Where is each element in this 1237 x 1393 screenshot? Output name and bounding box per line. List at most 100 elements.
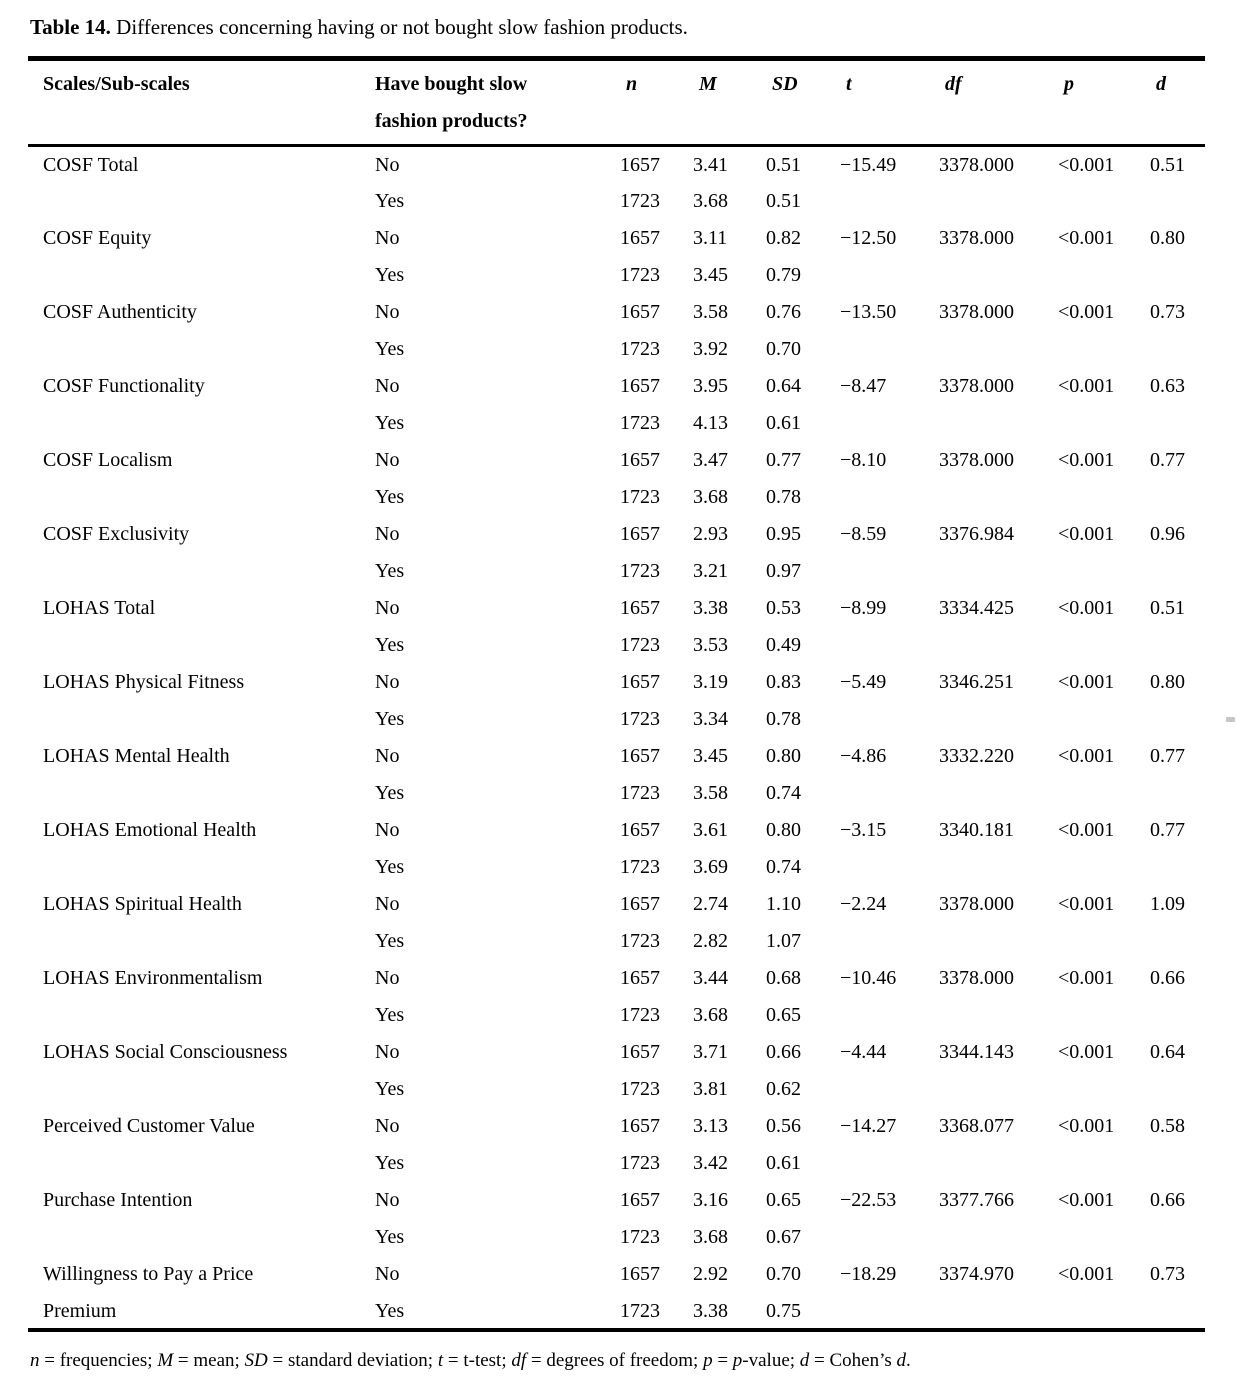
footnote-text: = mean; [173, 1350, 245, 1371]
answer-cell: Yes [375, 485, 405, 508]
answer-cell: No [375, 1114, 400, 1137]
footnote-text: = frequencies; [39, 1350, 158, 1371]
footnote-symbol: M [157, 1350, 174, 1371]
footnote-symbol: n [30, 1350, 40, 1371]
p-cell [1058, 627, 1150, 664]
m-cell: 3.11 [693, 226, 728, 249]
scale-cell: COSF Exclusivity [43, 522, 190, 545]
t-cell [840, 627, 939, 664]
answer-cell: Yes [375, 781, 405, 804]
t-cell: −4.44 [840, 1040, 887, 1063]
n-cell: 1657 [620, 1114, 660, 1137]
df-cell [939, 1071, 1058, 1108]
m-cell: 4.13 [693, 411, 728, 434]
sd-cell: 0.80 [766, 818, 801, 841]
t-cell: −4.86 [840, 744, 887, 767]
table-row: Yes 1723 3.68 0.78 [28, 479, 1205, 516]
sd-cell: 0.65 [766, 1003, 801, 1026]
d-cell: 0.66 [1150, 966, 1185, 989]
n-cell: 1723 [620, 1151, 660, 1174]
df-cell [939, 1293, 1058, 1330]
p-cell [1058, 1219, 1150, 1256]
m-cell: 3.34 [693, 707, 728, 730]
answer-cell: No [375, 818, 400, 841]
d-cell: 0.73 [1150, 1262, 1185, 1285]
d-cell [1150, 701, 1205, 738]
t-cell: −5.49 [840, 670, 887, 693]
table-row: Yes 1723 3.34 0.78 [28, 701, 1205, 738]
answer-cell: No [375, 300, 400, 323]
n-cell: 1657 [620, 744, 660, 767]
footnote-text: = standard deviation; [267, 1350, 438, 1371]
d-cell [1150, 1293, 1205, 1330]
answer-cell: Yes [375, 263, 405, 286]
d-cell [1150, 257, 1205, 294]
df-cell: 3378.000 [939, 226, 1014, 249]
p-cell [1058, 1071, 1150, 1108]
df-cell: 3378.000 [939, 448, 1014, 471]
sd-cell: 0.65 [766, 1188, 801, 1211]
scale-cell: COSF Functionality [43, 374, 205, 397]
df-cell: 3334.425 [939, 596, 1014, 619]
sd-cell: 1.07 [766, 929, 801, 952]
m-cell: 3.44 [693, 966, 728, 989]
n-cell: 1723 [620, 929, 660, 952]
header-m: M [693, 58, 766, 147]
sd-cell: 0.78 [766, 707, 801, 730]
p-cell [1058, 479, 1150, 516]
scale-cell: LOHAS Environmentalism [43, 966, 263, 989]
footnote-text: = degrees of freedom; [526, 1350, 704, 1371]
d-cell [1150, 1071, 1205, 1108]
sd-cell: 0.78 [766, 485, 801, 508]
footnote-symbol: d [896, 1350, 907, 1371]
m-cell: 3.16 [693, 1188, 728, 1211]
table-row: COSF Exclusivity No 1657 2.93 0.95 −8.59 3376.… [28, 516, 1205, 553]
table-row: LOHAS Spiritual Health No 1657 2.74 1.10 −2.2… [28, 886, 1205, 923]
table-row: Yes 1723 4.13 0.61 [28, 405, 1205, 442]
sd-cell: 0.82 [766, 226, 801, 249]
scale-cell: LOHAS Mental Health [43, 744, 230, 767]
scale-cell [28, 1219, 375, 1256]
df-cell: 3377.766 [939, 1188, 1014, 1211]
header-sd: SD [766, 58, 840, 147]
t-cell: −8.59 [840, 522, 887, 545]
t-cell: −13.50 [840, 300, 897, 323]
scale-cell [28, 479, 375, 516]
sd-cell: 0.77 [766, 448, 801, 471]
table-caption-label: Table 14. [30, 15, 111, 39]
table-row: Yes 1723 3.68 0.67 [28, 1219, 1205, 1256]
p-cell: <0.001 [1058, 670, 1115, 693]
n-cell: 1657 [620, 374, 660, 397]
df-cell [939, 479, 1058, 516]
n-cell: 1657 [620, 818, 660, 841]
p-cell: <0.001 [1058, 448, 1115, 471]
table-row: Yes 1723 3.53 0.49 [28, 627, 1205, 664]
n-cell: 1723 [620, 633, 660, 656]
m-cell: 2.82 [693, 929, 728, 952]
t-cell: −12.50 [840, 226, 897, 249]
header-d: d [1150, 58, 1205, 147]
footnote-text: = [712, 1350, 733, 1371]
answer-cell: Yes [375, 411, 405, 434]
df-cell: 3368.077 [939, 1114, 1014, 1137]
t-cell: −10.46 [840, 966, 897, 989]
sd-cell: 0.61 [766, 411, 801, 434]
t-cell [840, 1071, 939, 1108]
df-cell: 3374.970 [939, 1262, 1014, 1285]
p-cell: <0.001 [1058, 522, 1115, 545]
d-cell [1150, 331, 1205, 368]
n-cell: 1657 [620, 1040, 660, 1063]
sd-cell: 0.75 [766, 1299, 801, 1322]
m-cell: 3.61 [693, 818, 728, 841]
t-cell [840, 405, 939, 442]
m-cell: 2.93 [693, 522, 728, 545]
df-cell [939, 183, 1058, 220]
d-cell: 0.58 [1150, 1114, 1185, 1137]
d-cell: 0.66 [1150, 1188, 1185, 1211]
t-cell [840, 1219, 939, 1256]
m-cell: 3.21 [693, 559, 728, 582]
p-cell [1058, 331, 1150, 368]
header-bought: Have bought slow fashion products? [375, 58, 620, 147]
sd-cell: 0.61 [766, 1151, 801, 1174]
m-cell: 3.47 [693, 448, 728, 471]
